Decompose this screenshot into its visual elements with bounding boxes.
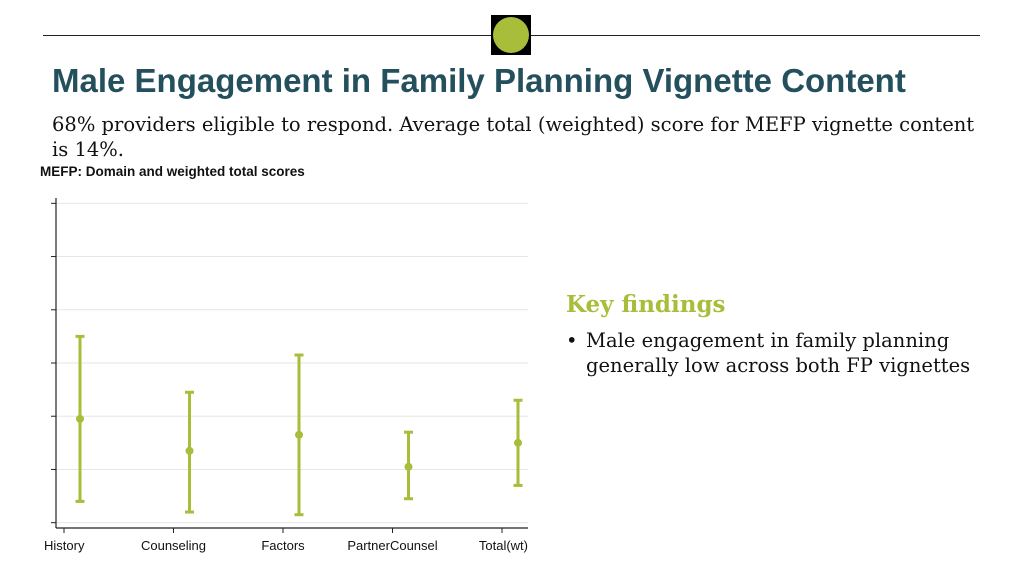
page-title: Male Engagement in Family Planning Vigne… [52, 62, 906, 99]
page-subtitle: 68% providers eligible to respond. Avera… [52, 113, 975, 161]
point-estimate [295, 430, 303, 439]
x-tick-label: Counseling [141, 538, 206, 553]
finding-item: • Male engagement in family planning gene… [566, 328, 996, 378]
finding-text: Male engagement in family planning gener… [586, 329, 971, 377]
x-tick-label: Factors [261, 538, 305, 553]
x-tick-label: Total(wt) [479, 538, 528, 553]
point-estimate [514, 438, 522, 447]
point-estimate [185, 446, 194, 455]
logo [491, 15, 531, 55]
chart-title: MEFP: Domain and weighted total scores [40, 164, 305, 179]
bullet-icon: • [566, 329, 578, 352]
x-tick-label: PartnerCounsel [347, 538, 437, 553]
key-findings-heading: Key findings [566, 291, 726, 318]
key-findings-list: • Male engagement in family planning gene… [566, 328, 996, 378]
point-estimate [76, 414, 84, 423]
green-circle-icon [493, 17, 529, 53]
mefp-score-chart: History Counseling Factors PartnerCounsel To… [44, 198, 528, 553]
x-tick-label: History [44, 538, 85, 553]
point-estimate [404, 462, 413, 471]
